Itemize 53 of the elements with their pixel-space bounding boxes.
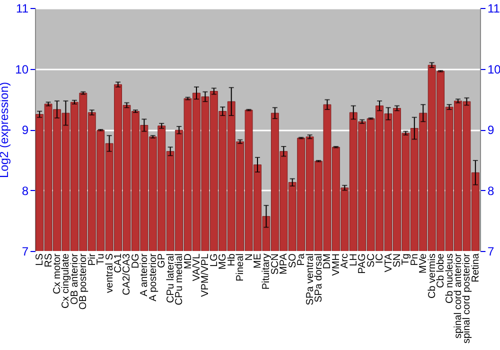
x-tick-label: Pir <box>86 252 98 266</box>
x-tick-label: VTA <box>383 253 394 272</box>
x-tick-label: OB posterior <box>78 252 90 310</box>
x-tick-label: A anterior <box>139 252 150 296</box>
x-tick-label: spinal cord anterior <box>452 252 464 339</box>
x-tick-label: VPM/VPL <box>200 253 212 297</box>
y-tick-label: 8 <box>22 184 29 198</box>
x-tick-label: CPu medial <box>174 254 186 306</box>
x-tick-label: Cx cingulate <box>60 253 72 309</box>
x-tick-label: RS <box>43 253 54 268</box>
x-tick-label: SCN <box>270 254 281 275</box>
x-tick-label: Pn <box>409 254 420 266</box>
y-tick-label: 7 <box>22 244 29 258</box>
x-tick-label: Retina <box>470 253 482 282</box>
x-tick-label: DG <box>130 253 142 268</box>
x-tick-label: Pituitary <box>261 254 272 290</box>
x-tick-label: IC <box>374 254 386 264</box>
x-tick-label: SN <box>392 254 403 268</box>
x-tick-label: MPA <box>278 253 290 274</box>
x-tick-label: Cb lobe <box>436 253 447 288</box>
x-tick-label: PAG <box>357 253 368 274</box>
y2-tick-label: 9 <box>488 123 494 137</box>
y2-tick-label: 7 <box>488 244 494 258</box>
x-tick-label: A posterior <box>148 252 159 302</box>
y-tick-label: 11 <box>16 2 29 16</box>
x-tick-label: Hb <box>226 253 238 266</box>
x-tick-label: LG <box>208 253 220 267</box>
x-tick-label: Arc <box>340 254 351 268</box>
x-tick-label: N <box>244 254 255 261</box>
x-tick-label: LS <box>34 253 46 266</box>
x-tick-label: MVe <box>418 253 430 274</box>
y2-tick-label: 11 <box>488 2 500 16</box>
y-tick-label: 9 <box>22 123 29 137</box>
x-tick-label: OB anterior <box>69 252 80 305</box>
x-tick-label: SC <box>366 254 377 268</box>
x-tick-label: GP <box>156 253 168 268</box>
x-tick-label: SO <box>287 253 298 268</box>
x-tick-label: VA/VL <box>191 253 202 282</box>
x-tick-label: ME <box>252 253 264 268</box>
x-tick-label: LH <box>348 254 360 266</box>
x-tick-label: Pineal <box>235 254 246 282</box>
x-tick-label: DM <box>322 254 334 270</box>
x-tick-label: Tg <box>400 254 412 266</box>
x-tick-label: Tu <box>96 254 107 265</box>
y2-tick-label: 8 <box>488 184 494 198</box>
x-tick-label: Cb nucleus <box>444 254 456 304</box>
x-tick-label: spinal cord posterior <box>462 252 473 344</box>
y-tick-label: 10 <box>15 62 29 76</box>
x-tick-label: ventral S <box>104 253 116 293</box>
x-tick-label: VMH <box>330 254 342 276</box>
x-tick-label: Pa <box>296 253 308 266</box>
x-tick-label: CA2/CA3 <box>122 253 133 296</box>
y2-tick-label: 10 <box>488 62 500 76</box>
